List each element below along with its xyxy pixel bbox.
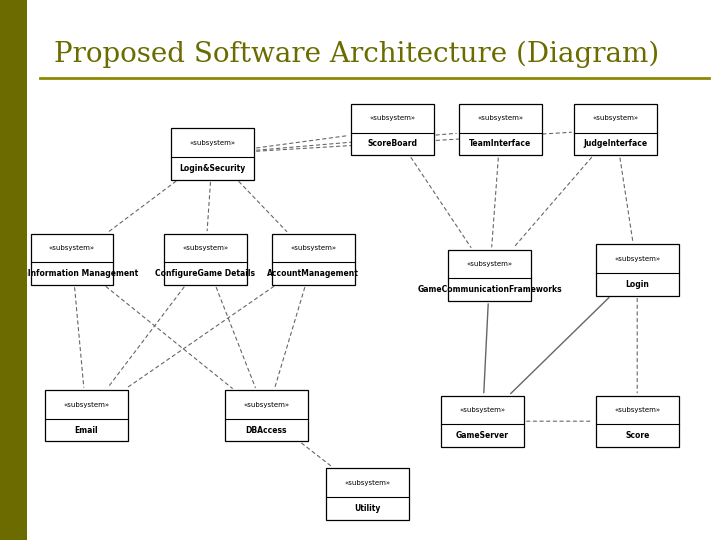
Bar (171, 128, 254, 179)
Text: DBAccess: DBAccess (246, 426, 287, 435)
Text: «subsystem»: «subsystem» (459, 407, 505, 413)
Text: Score: Score (625, 431, 649, 440)
Text: TeamInterface: TeamInterface (469, 139, 531, 148)
Bar (596, 244, 678, 296)
Bar (448, 249, 531, 301)
Bar (0, 0, 27, 540)
Text: AccountManagement: AccountManagement (267, 269, 359, 278)
Text: «subsystem»: «subsystem» (290, 245, 336, 251)
Bar (45, 390, 128, 442)
Text: ScoreBoard: ScoreBoard (367, 139, 418, 148)
Text: TeamInformation Management: TeamInformation Management (5, 269, 139, 278)
Text: «subsystem»: «subsystem» (182, 245, 228, 251)
Text: «subsystem»: «subsystem» (369, 116, 415, 122)
Bar (575, 104, 657, 156)
Bar (351, 104, 434, 156)
Text: JudgeInterface: JudgeInterface (583, 139, 648, 148)
Text: «subsystem»: «subsystem» (189, 140, 235, 146)
Bar (163, 233, 246, 285)
Text: ConfigureGame Details: ConfigureGame Details (156, 269, 255, 278)
Text: «subsystem»: «subsystem» (49, 245, 95, 251)
Bar (325, 468, 409, 519)
Text: Login: Login (625, 280, 649, 289)
Bar (30, 233, 114, 285)
Text: Utility: Utility (354, 504, 380, 513)
Bar (441, 395, 524, 447)
Text: «subsystem»: «subsystem» (243, 402, 289, 408)
Text: «subsystem»: «subsystem» (344, 480, 390, 486)
Text: «subsystem»: «subsystem» (477, 116, 523, 122)
Text: «subsystem»: «subsystem» (614, 256, 660, 262)
Text: «subsystem»: «subsystem» (467, 261, 513, 267)
Bar (225, 390, 308, 442)
Text: «subsystem»: «subsystem» (63, 402, 109, 408)
Bar (459, 104, 541, 156)
Text: «subsystem»: «subsystem» (614, 407, 660, 413)
Bar (272, 233, 355, 285)
Text: Login&Security: Login&Security (179, 164, 246, 173)
Text: Email: Email (75, 426, 98, 435)
Text: GameServer: GameServer (456, 431, 509, 440)
Text: «subsystem»: «subsystem» (593, 116, 639, 122)
Text: GameCommunicationFrameworks: GameCommunicationFrameworks (418, 285, 562, 294)
Text: Proposed Software Architecture (Diagram): Proposed Software Architecture (Diagram) (54, 40, 660, 68)
Bar (596, 395, 678, 447)
